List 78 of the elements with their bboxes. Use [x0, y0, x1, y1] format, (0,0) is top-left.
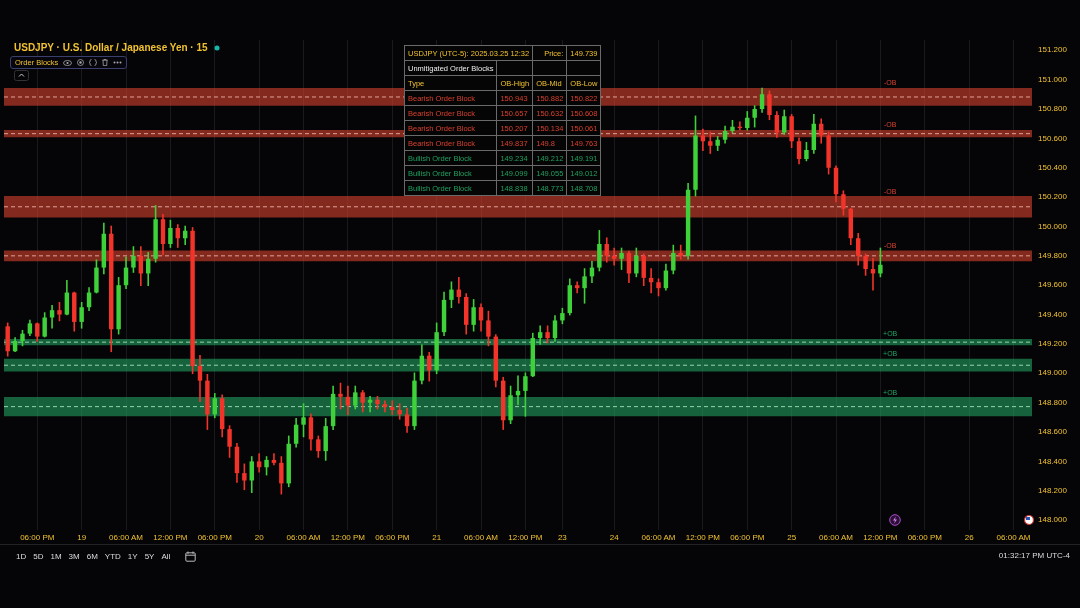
- x-tick-label: 06:00 AM: [996, 533, 1031, 543]
- candlestick: [316, 435, 321, 458]
- candlestick: [486, 310, 491, 347]
- x-tick-label: 24: [609, 533, 620, 543]
- y-tick-label: 148.800: [1038, 397, 1068, 407]
- text: 5Y: [144, 552, 155, 561]
- x-tick-label: 06:00 AM: [464, 533, 499, 543]
- x-tick-label: 12:00 PM: [685, 533, 721, 543]
- candlestick: [190, 227, 195, 375]
- x-tick-label: 12:00 PM: [508, 533, 543, 543]
- candlestick: [841, 190, 846, 216]
- candlestick: [826, 131, 831, 175]
- candlestick: [671, 244, 676, 275]
- x-tick-label: 06:00 PM: [20, 533, 55, 543]
- text: 1Y: [127, 552, 138, 561]
- x-tick-label: 12:00 PM: [153, 533, 188, 543]
- candlestick: [508, 385, 513, 425]
- text: 01:32:17 PM UTC-4: [998, 551, 1070, 560]
- candlestick: [360, 390, 365, 413]
- y-tick-label: 149.400: [1038, 309, 1068, 319]
- y-tick-label: 148.200: [1038, 485, 1068, 495]
- candlestick: [597, 230, 602, 272]
- candlestick: [301, 403, 306, 438]
- candlestick: [131, 246, 136, 273]
- y-tick-label: 151.200: [1038, 45, 1068, 55]
- x-tick-label: 06:00 PM: [907, 533, 943, 543]
- text: 6M: [86, 552, 98, 561]
- text: 3M: [68, 552, 80, 561]
- y-tick-label: 150.800: [1038, 104, 1068, 114]
- y-tick-label: 149.600: [1038, 280, 1068, 290]
- y-tick-label: 150.000: [1038, 221, 1068, 231]
- y-tick-label: 149.000: [1038, 368, 1068, 378]
- y-tick-label: 151.000: [1038, 74, 1068, 84]
- x-tick-label: 21: [432, 533, 442, 543]
- candlestick: [752, 105, 757, 128]
- x-tick-label: 06:00 PM: [730, 533, 765, 543]
- x-tick-label: 25: [787, 533, 797, 543]
- candlestick: [227, 425, 232, 458]
- y-tick-label: 150.400: [1038, 162, 1068, 172]
- y-tick-label: 148.400: [1038, 456, 1068, 466]
- candlestick: [619, 247, 624, 270]
- candlestick: [471, 299, 476, 332]
- x-tick-label: 06:00 AM: [109, 533, 144, 543]
- candlestick: [523, 372, 528, 417]
- candlestick: [94, 259, 99, 294]
- text: 5D: [33, 552, 44, 561]
- candlestick: [116, 277, 121, 335]
- text: All: [161, 552, 171, 561]
- candlestick: [5, 322, 10, 357]
- candlestick: [767, 90, 772, 121]
- x-tick-label: 26: [964, 533, 975, 543]
- candlestick: [434, 322, 439, 375]
- candlestick: [582, 268, 587, 304]
- x-tick-label: 06:00 AM: [819, 533, 854, 543]
- x-tick-label: 20: [254, 533, 265, 543]
- y-tick-label: 148.000: [1038, 515, 1068, 525]
- x-tick-label: 06:00 PM: [197, 533, 233, 543]
- text: 1D: [16, 552, 27, 561]
- x-tick-label: 06:00 AM: [641, 533, 676, 543]
- y-tick-label: 150.600: [1038, 133, 1068, 143]
- candlestick: [693, 115, 698, 197]
- x-tick-label: 23: [557, 533, 568, 543]
- y-tick-label: 149.200: [1038, 339, 1068, 349]
- chart-title: USDJPY · U.S. Dollar / Japanese Yen · 15: [14, 42, 208, 53]
- x-tick-label: 12:00 PM: [330, 533, 366, 543]
- y-tick-label: 150.200: [1038, 192, 1068, 202]
- x-tick-label: 06:00 PM: [375, 533, 410, 543]
- x-tick-label: 19: [77, 533, 87, 543]
- y-tick-label: 149.800: [1038, 251, 1068, 261]
- x-tick-label: 06:00 AM: [286, 533, 321, 543]
- candlestick: [789, 114, 794, 148]
- candlestick: [79, 302, 84, 329]
- text: 1M: [50, 552, 62, 561]
- candlestick: [153, 205, 158, 263]
- candlestick: [338, 382, 343, 410]
- x-tick-label: 12:00 PM: [863, 533, 898, 543]
- y-tick-label: 148.600: [1038, 427, 1068, 437]
- text: YTD: [104, 552, 121, 561]
